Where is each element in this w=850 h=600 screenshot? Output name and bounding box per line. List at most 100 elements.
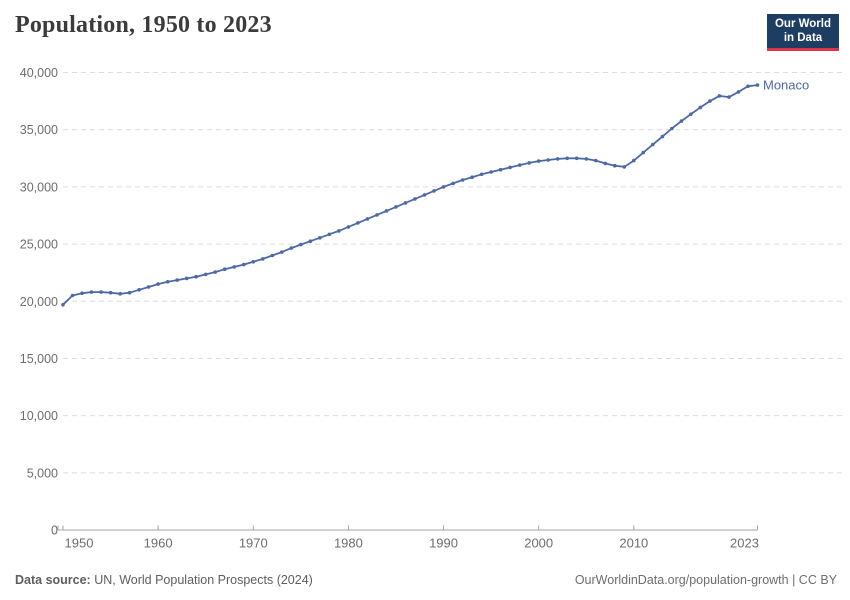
data-source-label: Data source: — [15, 573, 91, 587]
population-line[interactable] — [62, 84, 758, 306]
data-point-marker[interactable] — [698, 105, 703, 110]
data-point-marker[interactable] — [156, 282, 160, 286]
owid-logo-line2: in Data — [783, 31, 823, 44]
data-point-marker[interactable] — [546, 158, 550, 162]
data-point-marker[interactable] — [327, 232, 332, 237]
data-point-marker[interactable] — [222, 267, 227, 272]
data-point-marker[interactable] — [80, 291, 84, 296]
data-point-marker[interactable] — [670, 126, 674, 131]
x-tick-label: 1990 — [429, 536, 458, 551]
data-point-marker[interactable] — [318, 236, 322, 240]
data-point-marker[interactable] — [89, 290, 94, 294]
y-tick-label: 0 — [51, 524, 58, 538]
data-point-marker[interactable] — [289, 246, 294, 250]
data-point-marker[interactable] — [441, 185, 446, 189]
y-tick-label: 20,000 — [20, 295, 58, 309]
data-source-text: UN, World Population Prospects (2024) — [90, 573, 313, 587]
data-point-marker[interactable] — [594, 158, 598, 163]
data-point-marker[interactable] — [679, 119, 684, 123]
data-point-marker[interactable] — [365, 217, 370, 221]
data-point-marker[interactable] — [603, 161, 608, 166]
data-point-marker[interactable] — [99, 290, 103, 294]
data-point-marker[interactable] — [394, 205, 398, 209]
data-point-marker[interactable] — [375, 213, 379, 217]
data-point-marker[interactable] — [689, 112, 693, 116]
data-point-marker[interactable] — [137, 288, 141, 292]
data-point-marker[interactable] — [413, 197, 417, 201]
data-point-marker[interactable] — [517, 163, 522, 167]
data-point-marker[interactable] — [584, 157, 589, 161]
data-point-marker[interactable] — [127, 290, 132, 295]
data-point-marker[interactable] — [632, 158, 636, 163]
data-point-marker[interactable] — [574, 156, 579, 161]
data-source-note: Data source: UN, World Population Prospe… — [15, 573, 313, 587]
data-point-marker[interactable] — [708, 99, 712, 103]
data-point-marker[interactable] — [384, 209, 389, 213]
data-point-marker[interactable] — [489, 170, 493, 174]
data-point-marker[interactable] — [555, 157, 560, 161]
data-point-marker[interactable] — [270, 253, 275, 258]
data-point-marker[interactable] — [736, 90, 741, 94]
data-point-marker[interactable] — [432, 189, 436, 193]
data-point-marker[interactable] — [251, 260, 256, 264]
x-tick-label: 1980 — [334, 536, 363, 551]
data-point-marker[interactable] — [280, 250, 284, 254]
y-tick-label: 35,000 — [20, 123, 58, 137]
data-point-marker[interactable] — [146, 285, 151, 289]
data-point-marker[interactable] — [613, 163, 617, 168]
data-point-marker[interactable] — [242, 262, 246, 267]
owid-logo-line1: Our World — [774, 18, 831, 30]
data-point-marker[interactable] — [203, 272, 208, 277]
data-point-marker[interactable] — [527, 161, 531, 165]
data-point-marker[interactable] — [175, 278, 179, 282]
data-point-marker[interactable] — [755, 83, 760, 87]
data-point-marker[interactable] — [622, 165, 627, 169]
data-point-marker[interactable] — [470, 175, 474, 179]
data-point-marker[interactable] — [108, 290, 113, 295]
data-point-marker[interactable] — [727, 95, 731, 99]
data-point-marker[interactable] — [261, 257, 265, 261]
data-point-marker[interactable] — [717, 94, 722, 98]
data-point-marker[interactable] — [213, 270, 217, 274]
data-point-marker[interactable] — [70, 293, 75, 298]
owid-logo[interactable]: Our World in Data — [767, 14, 839, 51]
x-tick-label: 1960 — [144, 536, 173, 551]
data-point-marker[interactable] — [460, 178, 465, 182]
owid-url-license[interactable]: OurWorldinData.org/population-growth | C… — [574, 573, 837, 587]
data-point-marker[interactable] — [165, 280, 170, 284]
data-point-marker[interactable] — [651, 142, 655, 147]
data-point-marker[interactable] — [746, 84, 750, 88]
data-point-marker[interactable] — [356, 221, 360, 225]
data-point-marker[interactable] — [184, 276, 189, 281]
data-point-marker[interactable] — [498, 167, 503, 172]
data-point-marker[interactable] — [536, 159, 541, 163]
data-point-marker[interactable] — [508, 165, 512, 170]
data-point-marker[interactable] — [194, 274, 198, 279]
data-point-marker[interactable] — [299, 242, 303, 247]
data-point-marker[interactable] — [308, 239, 313, 243]
data-point-marker[interactable] — [232, 265, 236, 269]
page-title: Population, 1950 to 2023 — [15, 12, 272, 38]
data-point-marker[interactable] — [422, 193, 427, 197]
data-point-marker[interactable] — [337, 229, 341, 233]
y-tick-label: 15,000 — [20, 352, 58, 366]
y-tick-label: 25,000 — [20, 238, 58, 252]
data-point-marker[interactable] — [118, 292, 122, 296]
data-point-marker[interactable] — [641, 150, 646, 155]
data-point-marker[interactable] — [660, 134, 665, 139]
data-point-marker[interactable] — [451, 181, 455, 186]
data-point-marker[interactable] — [479, 172, 484, 177]
data-point-marker[interactable] — [565, 156, 569, 161]
x-tick-label: 2023 — [730, 536, 759, 551]
data-point-marker[interactable] — [61, 302, 65, 307]
x-tick-label: 1950 — [65, 536, 94, 551]
chart-footer: Data source: UN, World Population Prospe… — [15, 573, 837, 587]
x-tick-label: 2010 — [619, 536, 648, 551]
x-tick-label: 2000 — [524, 536, 553, 551]
data-point-marker[interactable] — [346, 225, 351, 229]
series-label[interactable]: Monaco — [763, 78, 809, 93]
y-tick-label: 10,000 — [20, 409, 58, 423]
data-point-marker[interactable] — [403, 201, 408, 205]
